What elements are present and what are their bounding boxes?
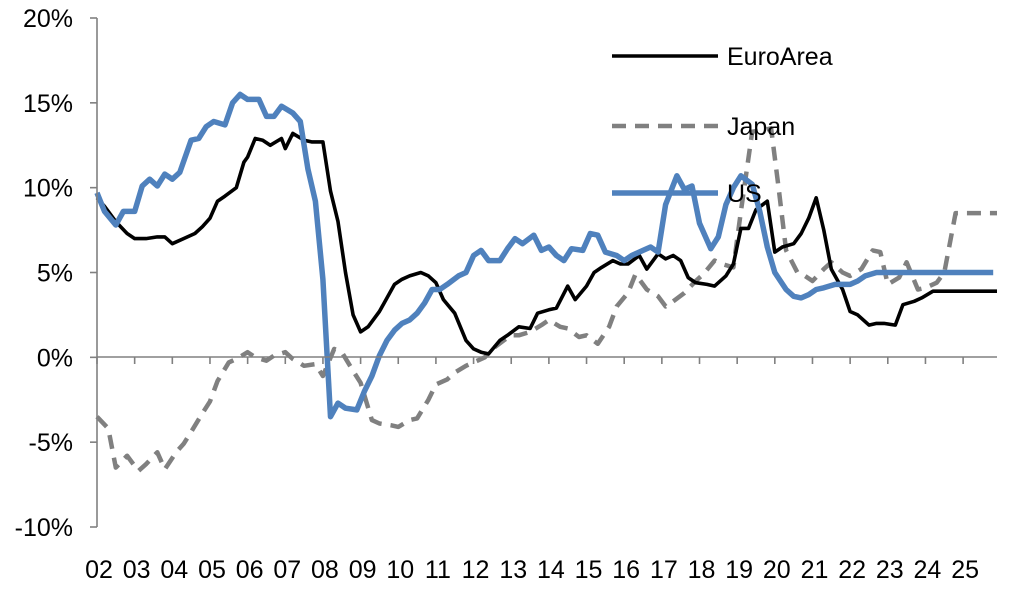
axis-layer — [96, 18, 997, 527]
legend-label-euroarea: EuroArea — [727, 43, 833, 71]
y-tick-label: 0% — [37, 344, 73, 372]
x-tick-label: 11 — [425, 556, 451, 584]
y-tick-label: 10% — [23, 175, 73, 203]
x-tick-label: 15 — [575, 556, 603, 584]
y-tick-label: 15% — [23, 90, 73, 118]
x-tick-label: 03 — [123, 556, 151, 584]
x-tick-layer: 02 03 04 05 06 07 08 09 10 11 12 13 14 15 16 17 18 19 20 21… — [85, 357, 979, 584]
x-tick-label: 06 — [236, 556, 264, 584]
legend-label-us: US — [727, 180, 762, 208]
x-tick-label: 24 — [914, 556, 942, 584]
x-tick-label: 25 — [951, 556, 979, 584]
x-tick-label: 10 — [386, 556, 414, 584]
x-tick-label: 22 — [838, 556, 866, 584]
x-tick-label: 23 — [876, 556, 904, 584]
series-layer — [94, 91, 997, 474]
y-tick-label: -5% — [29, 429, 73, 457]
x-tick-label: 08 — [311, 556, 339, 584]
y-tick-label: 5% — [37, 260, 73, 288]
x-tick-label: 05 — [198, 556, 226, 584]
y-tick-label: -10% — [15, 514, 73, 542]
x-tick-label: 16 — [612, 556, 640, 584]
x-tick-label: 17 — [650, 556, 678, 584]
x-tick-label: 13 — [499, 556, 527, 584]
series-line-euroarea — [95, 131, 997, 356]
series-line-us — [94, 91, 994, 420]
x-tick-label: 18 — [688, 556, 716, 584]
y-tick-layer: 20% 15% 10% 5% 0% -5% -10% — [15, 5, 97, 542]
x-tick-label: 20 — [763, 556, 791, 584]
x-tick-label: 04 — [160, 556, 188, 584]
series-line-japan — [95, 126, 997, 474]
legend: EuroArea Japan US — [612, 43, 833, 208]
x-tick-label: 19 — [725, 556, 753, 584]
x-tick-label: 02 — [85, 556, 113, 584]
x-tick-label: 12 — [462, 556, 490, 584]
x-tick-label: 09 — [349, 556, 377, 584]
x-tick-label: 21 — [801, 556, 829, 584]
y-tick-label: 20% — [23, 5, 73, 33]
legend-label-japan: Japan — [727, 113, 795, 141]
x-tick-label: 14 — [537, 556, 565, 584]
x-tick-label: 07 — [273, 556, 301, 584]
